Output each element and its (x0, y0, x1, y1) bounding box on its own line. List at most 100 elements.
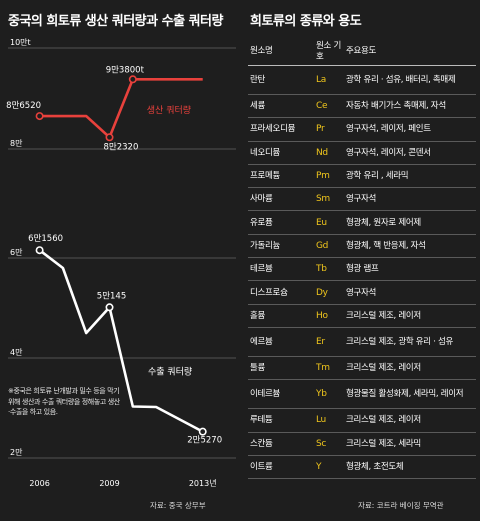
data-label: 5만145 (97, 291, 126, 301)
x-tick-label: 2006 (29, 479, 49, 488)
y-tick-label: 10만t (10, 38, 31, 47)
header-element-name: 원소명 (248, 38, 314, 66)
table-row: 유로퓸 Eu 형광체, 원자로 제어제 (248, 210, 476, 235)
header-main-use: 주요용도 (344, 38, 476, 66)
element-use: 형광체, 초전도체 (344, 455, 476, 480)
element-use: 형광 램프 (344, 257, 476, 282)
data-point (128, 75, 137, 84)
element-use: 형광체, 원자로 제어제 (344, 210, 476, 235)
table-row: 가돌리늄 Gd 형광체, 핵 반응제, 자석 (248, 234, 476, 259)
element-symbol: Ho (314, 304, 344, 328)
element-name: 프로메튬 (248, 164, 314, 189)
element-use: 크리스털 제조, 세라믹 (344, 432, 476, 456)
element-name: 네오디뮴 (248, 141, 314, 165)
element-name: 스칸듐 (248, 432, 314, 456)
rare-earth-table: 원소명 원소 기호 주요용도 란탄 La 광학 유리 · 섬유, 배터리, 촉매제 세… (248, 38, 476, 480)
quota-chart: 10만t 8만 8만6520 8만2320 9만3800t 생산 쿼터량 6만 4만 2만 6만1… (6, 38, 236, 488)
element-name: 프라세오디뮴 (248, 117, 314, 142)
element-name: 이트륨 (248, 455, 314, 480)
element-symbol: Tb (314, 257, 344, 282)
element-name: 유로퓸 (248, 210, 314, 235)
element-symbol: Er (314, 327, 344, 357)
element-symbol: Sm (314, 187, 344, 212)
element-symbol: Lu (314, 408, 344, 433)
element-name: 디스프로슘 (248, 280, 314, 305)
element-symbol: Yb (314, 379, 344, 410)
table-row: 프라세오디뮴 Pr 영구자석, 레이저, 페인트 (248, 117, 476, 142)
element-name: 가돌리늄 (248, 234, 314, 259)
element-symbol: Eu (314, 210, 344, 235)
table-row: 홀뮴 Ho 크리스털 제조, 레이저 (248, 304, 476, 328)
element-use: 영구자석 (344, 280, 476, 305)
table-row: 에르븀 Er 크리스털 제조, 광학 유리 · 섬유 (248, 327, 476, 357)
element-use: 영구자석, 레이저, 콘덴서 (344, 141, 476, 165)
table-header-row: 원소명 원소 기호 주요용도 (248, 38, 476, 66)
element-name: 툴륨 (248, 356, 314, 381)
table-row: 란탄 La 광학 유리 · 섬유, 배터리, 촉매제 (248, 65, 476, 95)
right-panel-title: 희토류의 종류와 용도 (250, 14, 362, 29)
element-use: 형광물질 활성화제, 세라믹, 레이저 (344, 379, 476, 410)
table-row: 세륨 Ce 자동차 배기가스 촉매제, 자석 (248, 94, 476, 119)
element-use: 영구자석 (344, 187, 476, 212)
element-use: 크리스털 제조, 레이저 (344, 356, 476, 381)
element-name: 사마륨 (248, 187, 314, 212)
element-name: 루테튬 (248, 408, 314, 433)
table-row: 사마륨 Sm 영구자석 (248, 187, 476, 212)
y-tick-label: 8만 (10, 139, 23, 148)
left-panel: 중국의 희토류 생산 쿼터량과 수출 쿼터량 10만t 8만 8만6520 8만232… (6, 14, 236, 510)
element-use: 크리스털 제조, 광학 유리 · 섬유 (344, 327, 476, 357)
element-use: 광학 유리 · 섬유, 배터리, 촉매제 (344, 65, 476, 95)
element-name: 세륨 (248, 94, 314, 119)
chart-footnote: ※중국은 희토류 난개발과 밀수 등을 막기 위해 생산과 수출 쿼터량을 정해… (8, 387, 120, 416)
series-name: 생산 쿼터량 (147, 104, 191, 116)
right-source: 자료: 코트라 베이징 무역관 (358, 501, 444, 510)
element-symbol: Y (314, 455, 344, 480)
element-symbol: Gd (314, 234, 344, 259)
element-symbol: Ce (314, 94, 344, 119)
data-label: 9만3800t (106, 65, 145, 75)
table-row: 프로메튬 Pm 광학 유리 , 세라믹 (248, 164, 476, 189)
element-use: 크리스털 제조, 레이저 (344, 408, 476, 433)
table-row: 디스프로슘 Dy 영구자석 (248, 280, 476, 305)
element-name: 테르븀 (248, 257, 314, 282)
data-point (35, 246, 44, 255)
element-name: 이테르븀 (248, 379, 314, 410)
element-symbol: Tm (314, 356, 344, 381)
data-point (105, 133, 114, 142)
series-name: 수출 쿼터량 (148, 366, 192, 378)
element-symbol: Sc (314, 432, 344, 456)
data-point (35, 112, 44, 121)
element-symbol: Pr (314, 117, 344, 142)
data-point (105, 303, 114, 312)
table-row: 이테르븀 Yb 형광물질 활성화제, 세라믹, 레이저 (248, 379, 476, 410)
table-body: 란탄 La 광학 유리 · 섬유, 배터리, 촉매제 세륨 Ce 자동차 배기가스 촉매제… (248, 65, 476, 480)
table-row: 이트륨 Y 형광체, 초전도체 (248, 455, 476, 480)
left-source: 자료: 중국 상무부 (150, 501, 206, 510)
header-element-symbol: 원소 기호 (314, 38, 344, 66)
left-panel-title: 중국의 희토류 생산 쿼터량과 수출 쿼터량 (8, 14, 223, 29)
y-tick-label: 2만 (10, 448, 23, 457)
element-name: 홀뮴 (248, 304, 314, 328)
table-row: 테르븀 Tb 형광 램프 (248, 257, 476, 282)
data-label: 8만6520 (6, 101, 41, 111)
element-symbol: Dy (314, 280, 344, 305)
element-symbol: Pm (314, 164, 344, 189)
y-tick-label: 6만 (10, 248, 23, 257)
table-row: 툴륨 Tm 크리스털 제조, 레이저 (248, 356, 476, 381)
data-label: 2만5270 (187, 436, 222, 446)
element-use: 크리스털 제조, 레이저 (344, 304, 476, 328)
x-tick-label: 2013년 (189, 478, 217, 488)
data-point (198, 427, 207, 436)
element-name: 에르븀 (248, 327, 314, 357)
right-panel: 희토류의 종류와 용도 원소명 원소 기호 주요용도 란탄 La 광학 유리 · 섬… (240, 0, 480, 521)
table-row: 루테튬 Lu 크리스털 제조, 레이저 (248, 408, 476, 433)
data-label: 6만1560 (28, 234, 63, 244)
element-use: 형광체, 핵 반응제, 자석 (344, 234, 476, 259)
element-use: 영구자석, 레이저, 페인트 (344, 117, 476, 142)
element-use: 광학 유리 , 세라믹 (344, 164, 476, 189)
element-use: 자동차 배기가스 촉매제, 자석 (344, 94, 476, 119)
x-tick-label: 2009 (99, 479, 119, 488)
element-symbol: La (314, 65, 344, 95)
y-tick-label: 4만 (10, 348, 23, 357)
element-name: 란탄 (248, 65, 314, 95)
